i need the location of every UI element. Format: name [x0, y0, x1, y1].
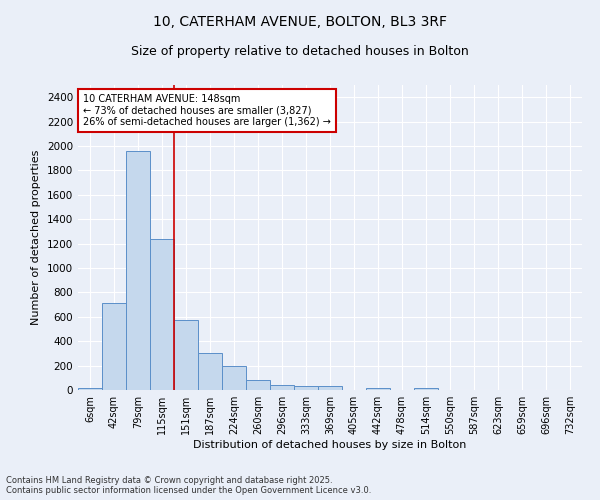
Text: 10 CATERHAM AVENUE: 148sqm
← 73% of detached houses are smaller (3,827)
26% of s: 10 CATERHAM AVENUE: 148sqm ← 73% of deta… — [83, 94, 331, 128]
X-axis label: Distribution of detached houses by size in Bolton: Distribution of detached houses by size … — [193, 440, 467, 450]
Bar — [150, 238, 174, 390]
Bar — [414, 388, 438, 390]
Bar — [198, 354, 222, 390]
Bar — [222, 366, 246, 390]
Bar — [78, 388, 102, 390]
Bar — [318, 386, 342, 390]
Text: 10, CATERHAM AVENUE, BOLTON, BL3 3RF: 10, CATERHAM AVENUE, BOLTON, BL3 3RF — [153, 15, 447, 29]
Bar — [174, 320, 198, 390]
Bar — [270, 384, 294, 390]
Bar — [126, 151, 150, 390]
Text: Size of property relative to detached houses in Bolton: Size of property relative to detached ho… — [131, 45, 469, 58]
Y-axis label: Number of detached properties: Number of detached properties — [31, 150, 41, 325]
Text: Contains HM Land Registry data © Crown copyright and database right 2025.
Contai: Contains HM Land Registry data © Crown c… — [6, 476, 371, 495]
Bar — [294, 386, 318, 390]
Bar — [366, 388, 390, 390]
Bar — [246, 380, 270, 390]
Bar — [102, 304, 126, 390]
